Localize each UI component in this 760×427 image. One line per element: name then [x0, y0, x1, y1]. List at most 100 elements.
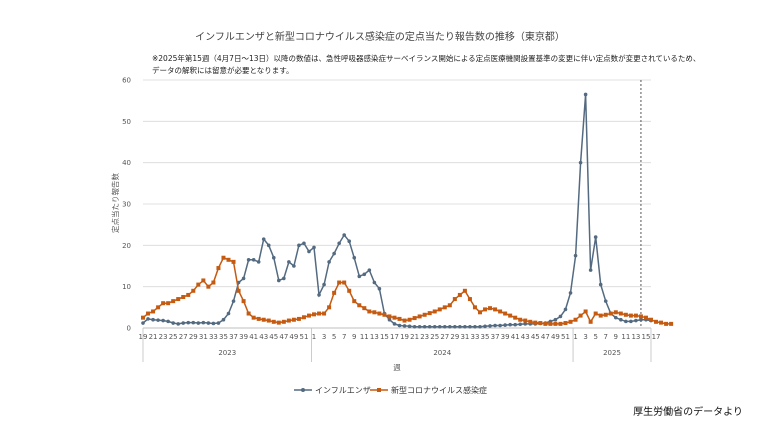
data-point: [206, 284, 211, 289]
data-point: [558, 314, 563, 319]
x-tick-label: 17: [652, 333, 661, 341]
data-point: [498, 309, 503, 314]
data-point: [452, 297, 457, 302]
data-point: [483, 324, 487, 329]
data-point: [231, 299, 236, 303]
data-point: [337, 280, 342, 285]
data-point: [352, 299, 357, 304]
x-tick-label: 7: [342, 333, 346, 341]
data-point: [226, 257, 231, 262]
year-label: 2023: [218, 349, 236, 357]
data-point: [473, 324, 477, 329]
data-point: [462, 288, 467, 293]
data-point: [282, 276, 286, 281]
data-point: [417, 314, 422, 319]
x-tick-label: 5: [332, 333, 336, 341]
data-point: [322, 311, 327, 316]
data-point: [528, 319, 533, 324]
data-point: [367, 268, 372, 272]
data-point: [146, 317, 150, 321]
x-tick-label: 3: [583, 333, 587, 341]
x-axis-label: 週: [393, 363, 401, 372]
data-point: [181, 295, 186, 299]
data-point: [432, 309, 437, 314]
data-point: [236, 288, 241, 293]
data-point: [256, 260, 261, 264]
data-point: [372, 280, 377, 285]
series-line: [142, 94, 652, 328]
data-point: [407, 324, 412, 329]
data-point: [367, 309, 372, 314]
data-point: [206, 321, 211, 325]
x-tick-label: 51: [561, 333, 570, 341]
data-point: [472, 305, 477, 310]
data-point: [448, 324, 452, 329]
x-tick-label: 9: [614, 333, 618, 341]
legend-label: 新型コロナウイルス感染症: [391, 385, 487, 395]
data-point: [337, 241, 341, 246]
data-point: [352, 255, 357, 260]
x-tick-label: 25: [169, 333, 178, 341]
data-point: [533, 320, 538, 325]
data-point: [226, 311, 231, 316]
data-point: [256, 316, 261, 321]
data-point: [427, 311, 432, 316]
data-point: [578, 160, 583, 165]
x-tick-label: 39: [239, 333, 248, 341]
data-point: [297, 243, 301, 248]
data-point: [563, 321, 568, 326]
data-point: [543, 321, 548, 326]
data-point: [146, 311, 151, 316]
data-point: [422, 324, 427, 329]
x-tick-label: 9: [352, 333, 356, 341]
year-label: 2025: [603, 349, 621, 357]
data-point: [558, 321, 563, 326]
data-point: [457, 292, 462, 297]
data-point: [221, 317, 226, 322]
data-point: [357, 303, 362, 308]
x-tick-label: 31: [460, 333, 469, 341]
data-point: [619, 317, 623, 322]
data-point: [598, 313, 603, 318]
data-point: [266, 318, 271, 323]
data-point: [171, 321, 175, 325]
data-point: [301, 315, 306, 320]
data-point: [618, 311, 623, 316]
data-point: [649, 317, 653, 322]
data-point: [513, 322, 517, 327]
data-point: [347, 288, 352, 293]
data-point: [477, 310, 482, 315]
x-tick-label: 45: [531, 333, 540, 341]
x-tick-label: 43: [521, 333, 530, 341]
source-note: 厚生労働省のデータより: [633, 405, 743, 418]
data-point: [186, 320, 191, 325]
data-point: [407, 317, 412, 322]
data-point: [503, 311, 508, 316]
data-point: [608, 311, 613, 316]
data-point: [538, 321, 543, 326]
data-point: [347, 239, 352, 243]
data-point: [271, 319, 276, 324]
x-tick-label: 43: [259, 333, 268, 341]
data-point: [654, 319, 659, 324]
data-point: [573, 317, 578, 322]
data-point: [488, 324, 492, 328]
data-point: [548, 321, 553, 326]
data-point: [292, 264, 296, 268]
data-point: [518, 322, 523, 327]
x-tick-label: 27: [179, 333, 188, 341]
data-point: [382, 312, 387, 317]
data-point: [623, 312, 628, 317]
data-point: [392, 322, 397, 326]
chart-note-line-2: データの解釈には留意が必要となります。: [152, 65, 294, 75]
data-point: [397, 323, 402, 328]
data-point: [186, 292, 191, 297]
x-tick-label: 47: [279, 333, 288, 341]
data-point: [266, 243, 271, 248]
x-tick-label: 1: [312, 333, 316, 341]
data-point: [327, 260, 331, 264]
legend: インフルエンザ 新型コロナウイルス感染症: [294, 385, 487, 395]
data-point: [669, 321, 674, 326]
x-tick-label: 11: [360, 333, 369, 341]
data-point: [432, 324, 437, 329]
